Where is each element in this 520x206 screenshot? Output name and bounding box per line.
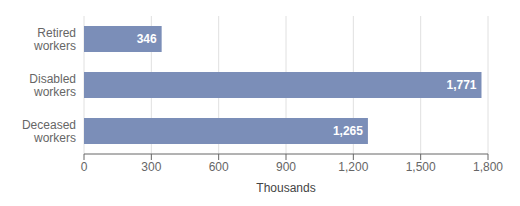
svg-text:1,265: 1,265 bbox=[333, 124, 363, 138]
svg-text:Thousands: Thousands bbox=[256, 181, 315, 195]
svg-text:1,771: 1,771 bbox=[446, 78, 476, 92]
svg-text:346: 346 bbox=[137, 32, 157, 46]
svg-text:1,500: 1,500 bbox=[406, 160, 436, 174]
svg-text:300: 300 bbox=[141, 160, 161, 174]
svg-text:Disabledworkers: Disabledworkers bbox=[29, 72, 76, 99]
svg-text:900: 900 bbox=[276, 160, 296, 174]
svg-text:600: 600 bbox=[209, 160, 229, 174]
svg-text:1,200: 1,200 bbox=[338, 160, 368, 174]
svg-text:Deceasedworkers: Deceasedworkers bbox=[22, 118, 76, 145]
svg-text:0: 0 bbox=[81, 160, 88, 174]
svg-text:Retiredworkers: Retiredworkers bbox=[33, 26, 76, 53]
svg-text:1,800: 1,800 bbox=[473, 160, 503, 174]
